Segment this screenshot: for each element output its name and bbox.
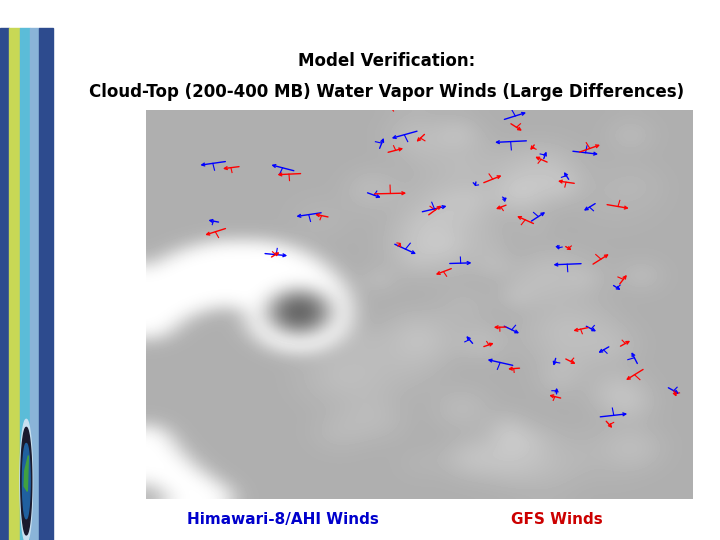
Polygon shape [24,456,28,491]
Text: Himawari-8/AHI Winds: Himawari-8/AHI Winds [187,512,379,527]
Text: Model Verification:: Model Verification: [297,52,475,70]
Text: Introduction and Satellite Meteorology Background: Introduction and Satellite Meteorology B… [6,8,369,21]
Bar [0,28,9,540]
Bar [20,28,30,540]
Polygon shape [20,420,32,540]
Bar [30,28,40,540]
Text: GFS Winds: GFS Winds [510,512,603,527]
Bar [40,28,53,540]
Text: Cloud-Top (200-400 MB) Water Vapor Winds (Large Differences): Cloud-Top (200-400 MB) Water Vapor Winds… [89,83,684,101]
Bar [9,28,20,540]
Polygon shape [21,427,32,535]
Polygon shape [22,443,30,519]
